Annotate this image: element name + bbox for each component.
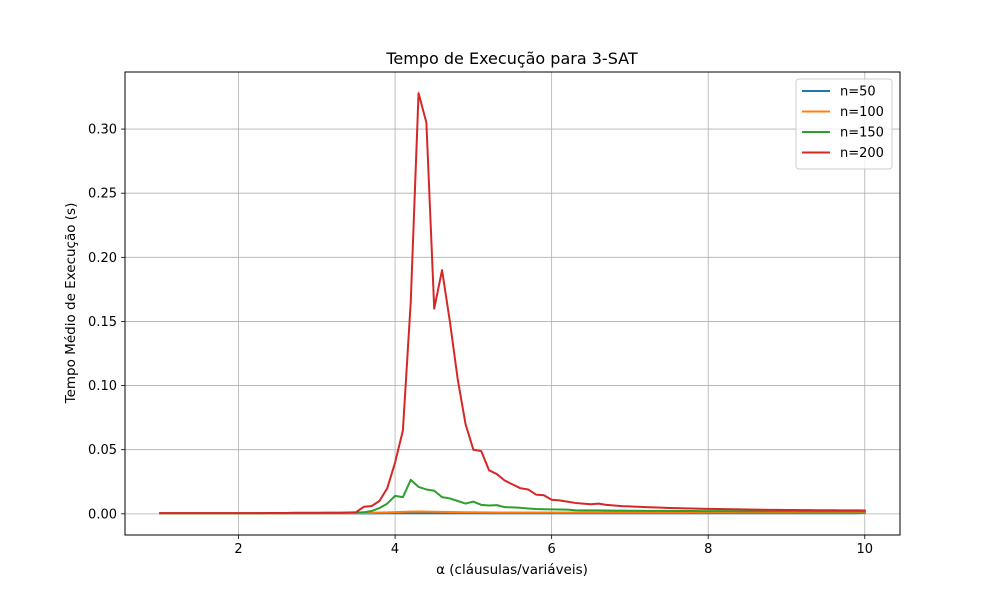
y-tick-label: 0.00 — [88, 507, 117, 522]
y-tick-label: 0.15 — [88, 315, 117, 330]
legend-box — [795, 78, 893, 170]
x-tick-label: 4 — [391, 542, 399, 557]
legend-label: n=100 — [840, 105, 884, 120]
y-tick-label: 0.05 — [88, 443, 117, 458]
x-tick-label: 6 — [548, 542, 556, 557]
x-tick-label: 8 — [704, 542, 712, 557]
x-axis-ticks: 2 4 6 8 10 — [234, 535, 873, 557]
legend: n=50 n=100 n=150 n=200 — [795, 78, 893, 170]
plot-area-background — [125, 72, 900, 535]
x-tick-label: 2 — [234, 542, 242, 557]
x-tick-label: 10 — [856, 542, 873, 557]
y-axis-label: Tempo Médio de Execução (s) — [63, 203, 79, 405]
series-line-n-200 — [159, 92, 866, 515]
y-tick-label: 0.20 — [88, 251, 117, 266]
legend-label: n=50 — [840, 85, 876, 100]
plot-frame — [124, 71, 901, 536]
x-axis-label: α (cláusulas/variáveis) — [436, 562, 588, 578]
series-layer — [159, 92, 866, 515]
y-tick-label: 0.10 — [88, 379, 117, 394]
y-axis-ticks: 0.00 0.05 0.10 0.15 0.20 0.25 0.30 — [88, 123, 125, 522]
legend-label: n=200 — [840, 146, 884, 161]
legend-label: n=150 — [840, 126, 884, 141]
grid — [125, 72, 900, 535]
y-tick-label: 0.30 — [88, 123, 117, 138]
y-tick-label: 0.25 — [88, 187, 117, 202]
chart-title: Tempo de Execução para 3-SAT — [385, 49, 637, 68]
